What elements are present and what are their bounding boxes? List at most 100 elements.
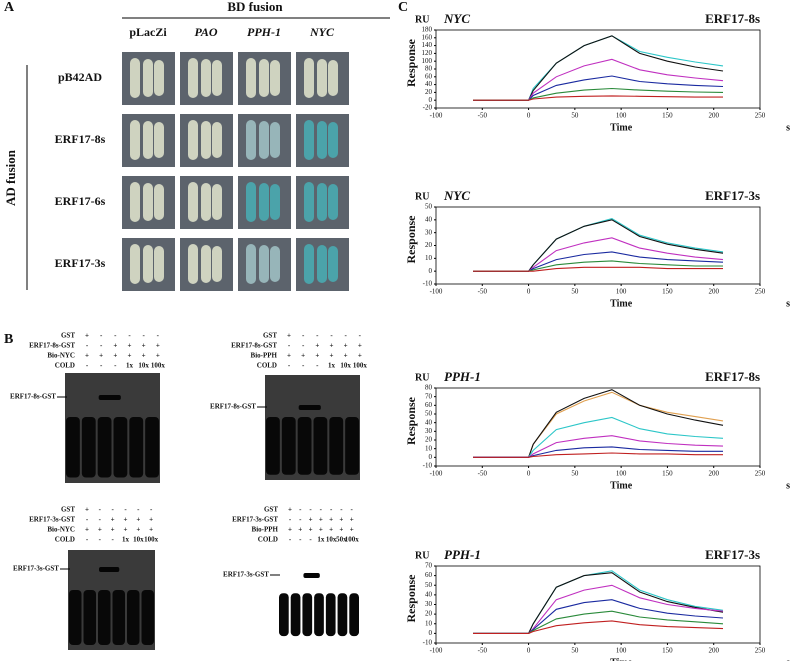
gel-lane	[279, 593, 289, 637]
gel-cell: -	[288, 342, 291, 350]
y-tick-label: 20	[425, 436, 433, 444]
yeast-streak	[188, 120, 198, 160]
gel-lane	[81, 417, 96, 478]
subtitle: NYC	[443, 188, 470, 203]
gel-row-label: COLD	[55, 362, 75, 370]
yeast-streak	[154, 184, 164, 220]
gel-cell: -	[86, 362, 89, 370]
gel-row-label: Bio-NYC	[47, 526, 75, 534]
y-tick-label: 120	[422, 49, 433, 57]
gel-cell: 10x	[340, 362, 351, 370]
gel-cell: +	[339, 516, 343, 524]
x-tick-label: -50	[478, 647, 488, 655]
yeast-streak	[270, 122, 280, 158]
x-tick-label: -100	[430, 647, 443, 655]
yeast-streak	[143, 245, 153, 283]
yeast-streak	[317, 121, 327, 159]
gel-cell: 50x	[336, 536, 347, 544]
band-label: ERF17-8s-GST	[10, 393, 56, 401]
gel-cell: -	[86, 342, 89, 350]
sensorgram	[473, 237, 724, 272]
yeast-streak	[201, 121, 211, 159]
header: BD fusion	[227, 0, 283, 14]
gel-cell: +	[309, 526, 313, 534]
row-label: pB42AD	[58, 70, 102, 84]
gel-cell: -	[288, 362, 291, 370]
gel-image	[68, 550, 155, 650]
y-axis-label: Response	[404, 215, 418, 264]
yeast-streak	[143, 59, 153, 97]
column-label: PAO	[194, 25, 217, 39]
gel-cell: -	[299, 516, 302, 524]
yeast-streak	[201, 183, 211, 221]
y-axis-label: Response	[404, 396, 418, 445]
sensorgram	[473, 75, 724, 101]
row-label: ERF17-8s	[55, 132, 106, 146]
x-unit: s	[786, 657, 790, 661]
y-tick-label: 140	[422, 41, 433, 49]
yeast-streak	[270, 184, 280, 220]
x-tick-label: 200	[708, 647, 719, 655]
gel-cell: -	[111, 506, 114, 514]
row-label: ERF17-6s	[55, 194, 106, 208]
band-label: ERF17-3s-GST	[13, 565, 59, 573]
gel-cell: +	[85, 526, 89, 534]
gel-row-label: COLD	[258, 536, 278, 544]
subtitle: PPH-1	[444, 369, 481, 384]
gel-lane	[345, 417, 359, 475]
chart-title: ERF17-3s	[705, 188, 760, 203]
yeast-streak	[259, 183, 269, 221]
x-tick-label: 0	[527, 112, 531, 120]
sensorgram	[473, 570, 724, 634]
column-label: PPH-1	[247, 25, 281, 39]
gel-band	[98, 395, 121, 400]
sensorgram	[473, 446, 723, 458]
gel-cell: -	[100, 342, 103, 350]
gel-cell: 1x	[317, 536, 325, 544]
column-label: NYC	[309, 25, 335, 39]
gel-cell: -	[351, 506, 354, 514]
plot-frame	[435, 29, 761, 109]
gel-cell: -	[320, 506, 323, 514]
yeast-streak	[304, 182, 314, 222]
gel-cell: +	[315, 342, 319, 350]
gel-cell: +	[85, 332, 89, 340]
y-unit: RU	[415, 550, 429, 561]
yeast-streak	[246, 58, 256, 98]
gel-cell: +	[142, 342, 146, 350]
plot-frame	[435, 206, 761, 285]
gel-cell: -	[289, 536, 292, 544]
gel-cell: +	[98, 526, 102, 534]
y-tick-label: 70	[425, 562, 433, 570]
y-tick-label: 10	[425, 254, 433, 262]
y-tick-label: 0	[429, 453, 433, 461]
gel-cell: +	[156, 352, 160, 360]
gel-cell: +	[99, 352, 103, 360]
gel-row-label: GST	[264, 506, 278, 514]
gel-cell: +	[319, 526, 323, 534]
y-tick-label: 0	[429, 629, 433, 637]
y-tick-label: 80	[425, 65, 433, 73]
sensorgram	[473, 219, 724, 272]
sensorgram	[473, 452, 723, 458]
y-tick-label: 60	[425, 72, 433, 80]
y-tick-label: 30	[425, 427, 433, 435]
sensorgram	[473, 218, 724, 272]
gel-cell: -	[100, 332, 103, 340]
yeast-streak	[270, 246, 280, 282]
gel-cell: 100x	[144, 536, 159, 544]
y-tick-label: 50	[425, 203, 433, 211]
yeast-streak	[201, 245, 211, 283]
gel-cell: -	[316, 362, 319, 370]
sensorgram	[473, 416, 724, 458]
gel-cell: +	[111, 516, 115, 524]
gel-cell: 10x	[138, 362, 149, 370]
gel-lane	[83, 590, 96, 645]
yeast-streak	[143, 121, 153, 159]
gel-cell: +	[156, 342, 160, 350]
yeast-streak	[259, 121, 269, 159]
gel-cell: -	[86, 536, 89, 544]
yeast-streak	[328, 246, 338, 282]
